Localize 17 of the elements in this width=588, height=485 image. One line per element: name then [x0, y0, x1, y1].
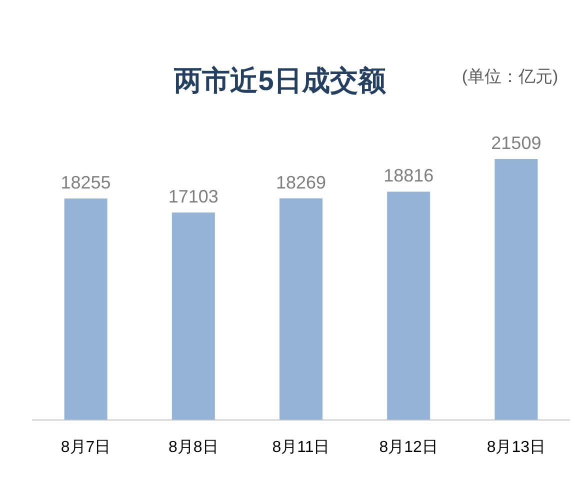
x-tick-label: 8月11日 [272, 439, 330, 456]
data-label: 18816 [384, 166, 434, 186]
chart-title: 两市近5日成交额 [173, 65, 387, 96]
bar [494, 159, 538, 420]
x-tick-label: 8月8日 [168, 439, 218, 456]
x-tick-label: 8月12日 [379, 439, 438, 456]
data-label: 17103 [168, 186, 218, 206]
x-tick-label: 8月13日 [486, 439, 546, 456]
bar [172, 212, 215, 420]
bar [280, 198, 322, 420]
data-label: 18269 [276, 172, 326, 192]
x-tick-label: 8月7日 [60, 439, 111, 456]
bar [64, 198, 108, 420]
bar [387, 192, 430, 420]
chart-subtitle: (单位：亿元) [462, 67, 558, 86]
data-label: 21509 [491, 133, 542, 153]
data-label: 18255 [60, 172, 111, 192]
